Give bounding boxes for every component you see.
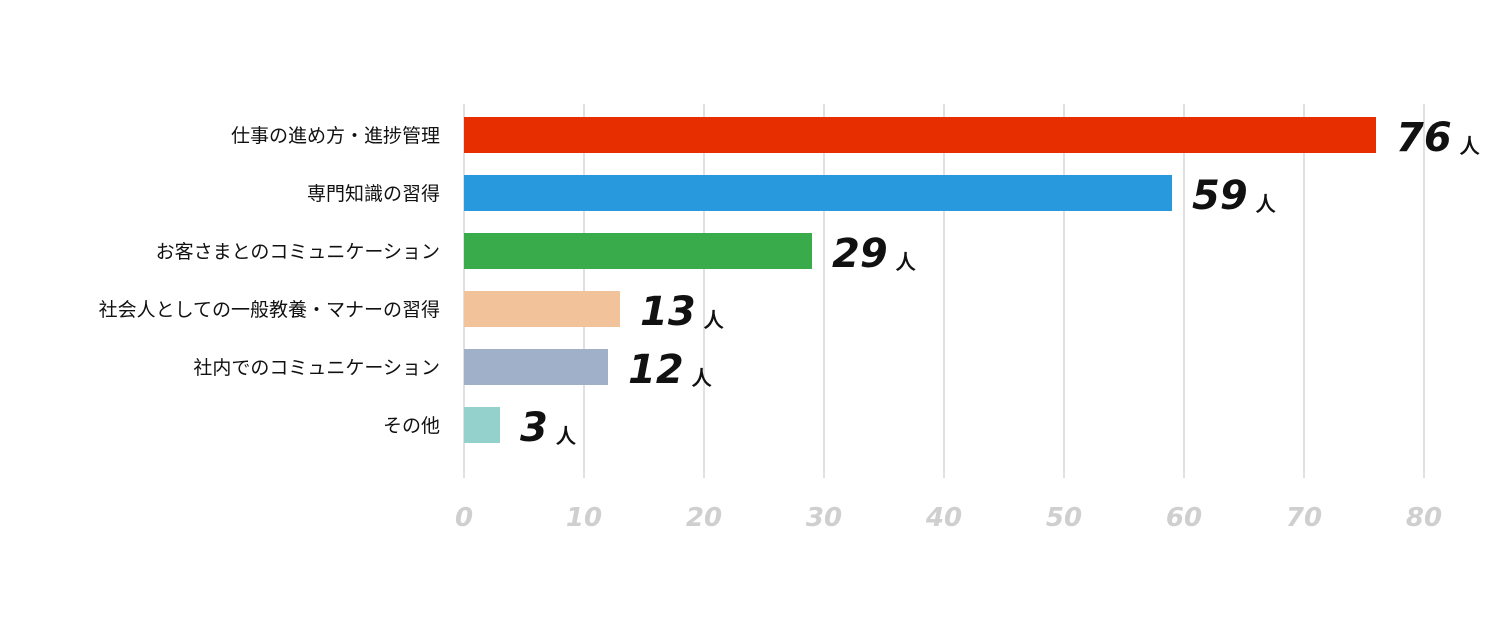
category-label: 社会人としての一般教養・マナーの習得 xyxy=(99,299,440,321)
value-unit: 人 xyxy=(704,308,725,332)
value-label: 29 xyxy=(832,231,888,277)
x-tick-label: 0 xyxy=(455,503,473,533)
category-label: お客さまとのコミュニケーション xyxy=(156,241,440,263)
x-tick-label: 30 xyxy=(806,503,842,533)
bar xyxy=(464,291,620,327)
x-tick-label: 80 xyxy=(1406,503,1442,533)
x-tick-label: 20 xyxy=(686,503,722,533)
bar xyxy=(464,175,1172,211)
value-unit: 人 xyxy=(1256,192,1277,216)
category-label: 専門知識の習得 xyxy=(307,183,440,205)
x-tick-label: 50 xyxy=(1046,503,1082,533)
category-label: その他 xyxy=(383,415,440,437)
x-tick-label: 10 xyxy=(566,503,602,533)
value-unit: 人 xyxy=(556,424,577,448)
value-label: 13 xyxy=(640,289,696,335)
bar xyxy=(464,407,500,443)
x-tick-label: 40 xyxy=(925,503,962,533)
category-label: 社内でのコミュニケーション xyxy=(193,357,440,379)
value-label: 59 xyxy=(1192,173,1248,219)
bar xyxy=(464,233,812,269)
value-unit: 人 xyxy=(692,366,713,390)
value-unit: 人 xyxy=(896,250,917,274)
value-unit: 人 xyxy=(1460,134,1481,158)
bar xyxy=(464,349,608,385)
value-label: 3 xyxy=(520,405,548,451)
x-tick-label: 60 xyxy=(1166,503,1202,533)
value-label: 76 xyxy=(1396,115,1452,161)
value-label: 12 xyxy=(628,347,684,393)
category-label: 仕事の進め方・進捗管理 xyxy=(231,125,440,147)
bar xyxy=(464,117,1376,153)
x-tick-label: 70 xyxy=(1286,503,1322,533)
